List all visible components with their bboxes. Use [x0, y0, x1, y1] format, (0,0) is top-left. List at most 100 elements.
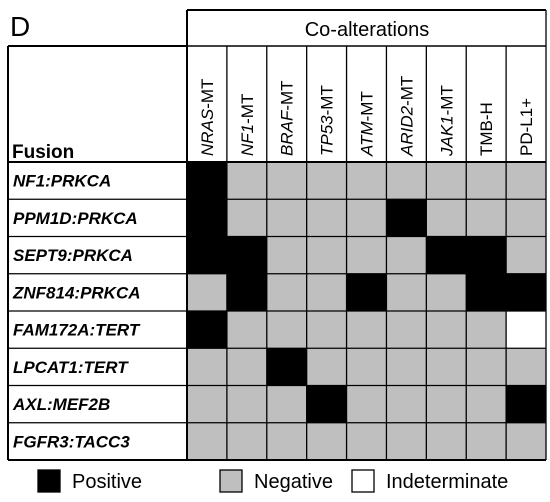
column-label: TMB-H	[477, 102, 496, 156]
heatmap-cell	[386, 236, 427, 274]
heatmap-cell	[386, 273, 427, 311]
heatmap-cell	[466, 162, 507, 200]
column-label: NRAS-MT	[198, 79, 217, 156]
heatmap-cell	[426, 422, 467, 460]
column-label-gene: BRAF	[278, 109, 297, 156]
heatmap-cell	[266, 348, 307, 386]
row-label: FGFR3:TACC3	[13, 432, 130, 451]
heatmap-cell	[426, 273, 467, 311]
legend-swatch	[37, 469, 61, 493]
heatmap-cell	[306, 199, 347, 237]
row-label: AXL:MEF2B	[12, 395, 110, 414]
heatmap-cell	[226, 311, 267, 349]
heatmap-cell	[306, 273, 347, 311]
heatmap-cell	[426, 385, 467, 423]
heatmap-cell	[187, 199, 227, 237]
heatmap-cell	[386, 422, 427, 460]
heatmap-cell	[306, 422, 347, 460]
heatmap-cell	[187, 385, 227, 423]
heatmap-cell	[426, 236, 467, 274]
column-label-gene: ARID2	[397, 105, 416, 157]
heatmap-cell	[266, 199, 307, 237]
heatmap-cell	[266, 311, 307, 349]
heatmap-cell	[346, 422, 387, 460]
column-label: TP53-MT	[318, 85, 337, 156]
heatmap-cell	[346, 348, 387, 386]
heatmap-cell	[386, 311, 427, 349]
column-label: BRAF-MT	[278, 80, 297, 156]
legend-label: Positive	[72, 471, 142, 493]
heatmap-cell	[426, 348, 467, 386]
heatmap-cell	[226, 199, 267, 237]
heatmap-cell	[466, 348, 507, 386]
heatmap-cell	[346, 311, 387, 349]
column-label-suffix: -MT	[437, 85, 456, 115]
row-label: SEPT9:PRKCA	[13, 246, 133, 265]
heatmap-cell	[226, 162, 267, 200]
heatmap-cell	[187, 422, 227, 460]
column-group-label: Co-alterations	[305, 19, 430, 41]
heatmap-cell	[346, 162, 387, 200]
column-label-suffix: -MT	[397, 76, 416, 106]
column-label: NF1-MT	[238, 94, 257, 156]
column-label-gene: ATM	[358, 121, 377, 157]
column-label-suffix: -MT	[198, 79, 217, 109]
heatmap-cell	[266, 385, 307, 423]
legend: Positive Negative Indeterminate	[37, 469, 508, 493]
column-label-gene: JAK1	[437, 115, 456, 157]
heatmap-cell	[506, 348, 546, 386]
column-label: ARID2-MT	[397, 76, 416, 157]
heatmap-cell	[226, 273, 267, 311]
heatmap-cell	[187, 311, 227, 349]
heatmap-cell	[386, 385, 427, 423]
heatmap-cell	[386, 199, 427, 237]
heatmap-cell	[426, 199, 467, 237]
heatmap-cell	[226, 348, 267, 386]
heatmap-cell	[226, 236, 267, 274]
row-header-label: Fusion	[12, 142, 74, 163]
heatmap-cell	[346, 273, 387, 311]
row-label: ZNF814:PRKCA	[12, 283, 141, 302]
heatmap-cell	[306, 236, 347, 274]
heatmap-cell	[506, 199, 546, 237]
heatmap-cell	[466, 385, 507, 423]
heatmap-cell	[466, 311, 507, 349]
column-label-gene: NRAS	[198, 108, 217, 156]
heatmap-cell	[306, 311, 347, 349]
heatmap-cell	[466, 273, 507, 311]
heatmap-cell	[266, 162, 307, 200]
legend-swatch	[351, 469, 375, 493]
heatmap-cell	[386, 348, 427, 386]
heatmap-cell	[226, 422, 267, 460]
heatmap-cell	[506, 162, 546, 200]
column-label-gene: PD-L1+	[517, 98, 536, 156]
heatmap-cell	[506, 236, 546, 274]
heatmap-cell	[506, 385, 546, 423]
column-label-gene: TMB-H	[477, 102, 496, 156]
heatmap-cell	[506, 311, 546, 349]
legend-label: Indeterminate	[386, 471, 508, 493]
heatmap-cell	[266, 422, 307, 460]
heatmap-cell	[306, 385, 347, 423]
heatmap-cell	[346, 385, 387, 423]
row-label: LPCAT1:TERT	[13, 358, 129, 377]
heatmap-cell	[306, 348, 347, 386]
heatmap-cell	[266, 273, 307, 311]
column-label: ATM-MT	[358, 91, 377, 157]
row-label: PPM1D:PRKCA	[13, 209, 138, 228]
heatmap-cell	[187, 162, 227, 200]
heatmap-cell	[346, 199, 387, 237]
heatmap-cell	[187, 348, 227, 386]
heatmap-cell	[506, 273, 546, 311]
row-label: FAM172A:TERT	[13, 321, 141, 340]
heatmap-cell	[386, 162, 427, 200]
column-label-suffix: -MT	[318, 85, 337, 115]
legend-label: Negative	[254, 471, 333, 493]
heatmap-cell	[426, 162, 467, 200]
heatmap-cell	[426, 311, 467, 349]
heatmap-cell	[466, 422, 507, 460]
heatmap-cell	[466, 236, 507, 274]
heatmap-cell	[226, 385, 267, 423]
